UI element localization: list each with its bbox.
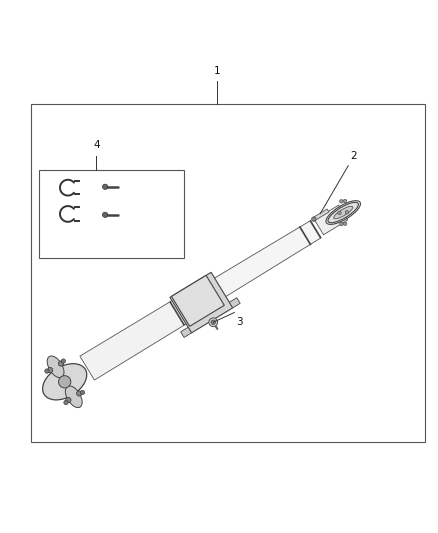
Circle shape <box>64 400 68 405</box>
Circle shape <box>209 318 218 327</box>
Circle shape <box>338 211 341 215</box>
Text: 1: 1 <box>213 66 220 76</box>
Circle shape <box>311 217 316 221</box>
Circle shape <box>61 359 66 364</box>
Ellipse shape <box>42 364 87 400</box>
Circle shape <box>345 211 349 214</box>
Polygon shape <box>313 209 329 221</box>
Ellipse shape <box>65 386 82 408</box>
Circle shape <box>102 212 108 217</box>
Circle shape <box>59 376 71 388</box>
Circle shape <box>339 199 343 203</box>
Polygon shape <box>230 298 240 308</box>
Bar <box>31 104 425 442</box>
Circle shape <box>343 222 347 225</box>
Circle shape <box>58 361 64 366</box>
Circle shape <box>211 320 215 325</box>
Ellipse shape <box>47 356 64 378</box>
Circle shape <box>77 391 82 396</box>
Text: 2: 2 <box>350 151 357 161</box>
Circle shape <box>80 390 85 395</box>
Bar <box>39 170 184 258</box>
Polygon shape <box>170 272 233 333</box>
Circle shape <box>48 367 53 373</box>
Polygon shape <box>199 221 321 306</box>
Ellipse shape <box>334 206 353 219</box>
Text: 4: 4 <box>93 140 100 150</box>
Text: 3: 3 <box>237 317 243 327</box>
Circle shape <box>340 222 343 226</box>
Circle shape <box>102 184 108 189</box>
Circle shape <box>45 369 49 373</box>
Polygon shape <box>172 276 224 326</box>
Polygon shape <box>180 327 191 337</box>
Polygon shape <box>314 205 348 235</box>
Circle shape <box>66 398 71 402</box>
Ellipse shape <box>328 203 358 223</box>
Polygon shape <box>80 292 201 380</box>
Circle shape <box>343 199 347 203</box>
